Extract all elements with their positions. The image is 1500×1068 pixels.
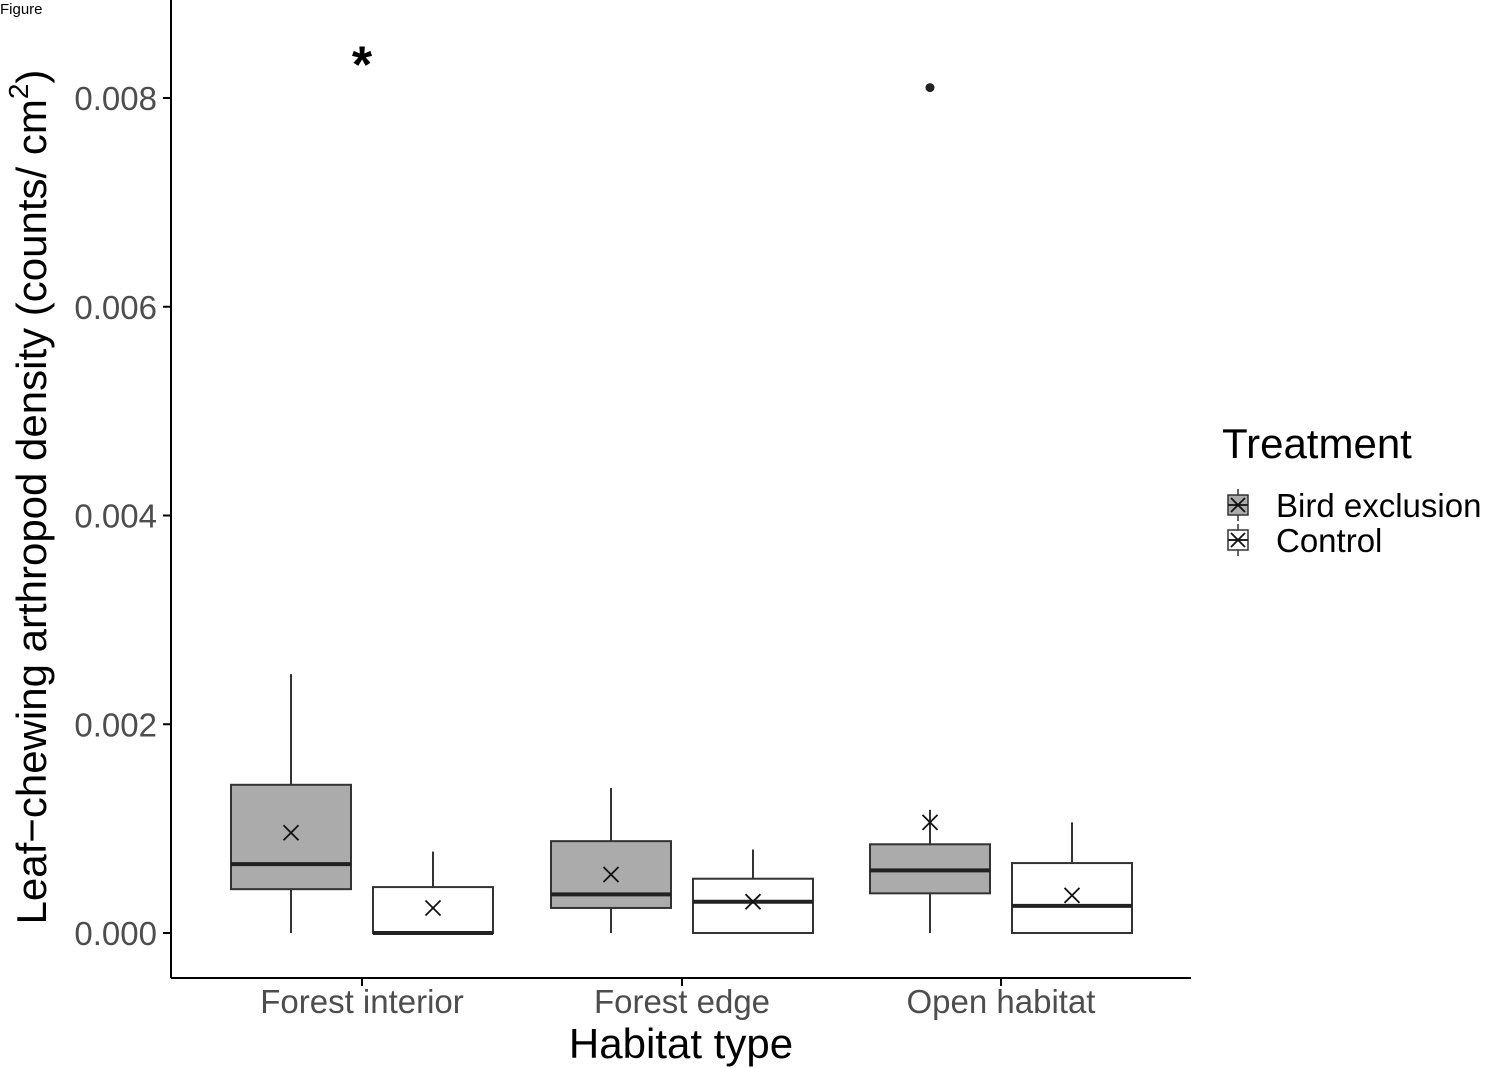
- y-axis-title: Leaf−chewing arthropod density (counts/ …: [3, 70, 55, 925]
- legend-key-mean-marker: [1230, 497, 1246, 513]
- mean-marker: [602, 866, 620, 883]
- x-axis-title: Habitat type: [569, 1020, 793, 1067]
- mean-marker-stroke: [424, 899, 442, 917]
- legend-label: Control: [1276, 522, 1382, 559]
- mean-marker-stroke: [1230, 497, 1246, 513]
- box-body: [230, 783, 352, 891]
- legend-item-bird-exclusion: Bird exclusion: [1227, 487, 1481, 524]
- mean-marker: [921, 814, 939, 831]
- x-axis: Forest interior Forest edge Open habitat: [171, 977, 1191, 1020]
- mean-marker: [282, 824, 300, 841]
- significance-annotation: *: [352, 36, 373, 94]
- mean-marker: [424, 899, 442, 917]
- plot-area: *: [230, 36, 1133, 935]
- legend-label: Bird exclusion: [1276, 487, 1481, 524]
- x-tick-label: Open habitat: [907, 983, 1096, 1020]
- y-tick-label: 0.002: [74, 706, 157, 743]
- box-body: [692, 877, 814, 934]
- legend-key-mean-marker: [1230, 532, 1246, 548]
- svg-text:Leaf−chewing arthropod density: Leaf−chewing arthropod density (counts/ …: [3, 70, 55, 925]
- box-bird-exclusion-3: [869, 83, 991, 933]
- box-body: [1011, 862, 1133, 934]
- y-tick-label: 0.004: [74, 498, 157, 535]
- figure-label: Figure: [0, 1, 43, 18]
- y-tick-label: 0.008: [74, 80, 157, 117]
- box-control-3: [1011, 822, 1133, 934]
- legend-title: Treatment: [1222, 420, 1412, 467]
- x-tick-label: Forest edge: [594, 983, 770, 1020]
- box-control-1: [372, 851, 494, 935]
- y-axis-title-main: Leaf−chewing arthropod density (counts/ …: [8, 99, 55, 924]
- box-control-2: [692, 849, 814, 934]
- x-tick-label: Forest interior: [260, 983, 464, 1020]
- mean-marker-stroke: [1063, 887, 1081, 904]
- mean-marker: [744, 893, 762, 910]
- box-body: [372, 886, 494, 935]
- y-axis-title-superscript: 2: [3, 84, 34, 100]
- mean-marker-stroke: [602, 866, 620, 883]
- y-axis-title-close: ): [8, 70, 55, 84]
- mean-marker: [1063, 887, 1081, 904]
- mean-marker-stroke: [744, 893, 762, 910]
- mean-marker-stroke: [282, 824, 300, 841]
- legend-item-control: Control: [1227, 522, 1382, 559]
- y-tick-label: 0.000: [74, 915, 157, 952]
- mean-marker-stroke: [921, 814, 939, 831]
- y-tick-label: 0.006: [74, 289, 157, 326]
- y-axis: 0.000 0.002 0.004 0.006 0.008: [74, 0, 172, 978]
- outlier-point: [925, 83, 935, 93]
- box-bird-exclusion-1: [230, 674, 352, 933]
- box-bird-exclusion-2: [550, 787, 672, 933]
- mean-marker-stroke: [1230, 532, 1246, 548]
